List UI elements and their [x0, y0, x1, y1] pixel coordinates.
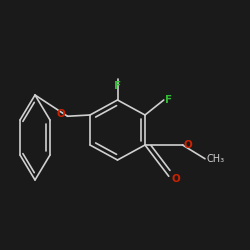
Text: F: F — [165, 95, 172, 105]
Text: O: O — [56, 109, 65, 119]
Text: F: F — [114, 81, 121, 91]
Text: O: O — [171, 174, 180, 184]
Text: O: O — [184, 140, 192, 150]
Text: CH₃: CH₃ — [206, 154, 225, 164]
